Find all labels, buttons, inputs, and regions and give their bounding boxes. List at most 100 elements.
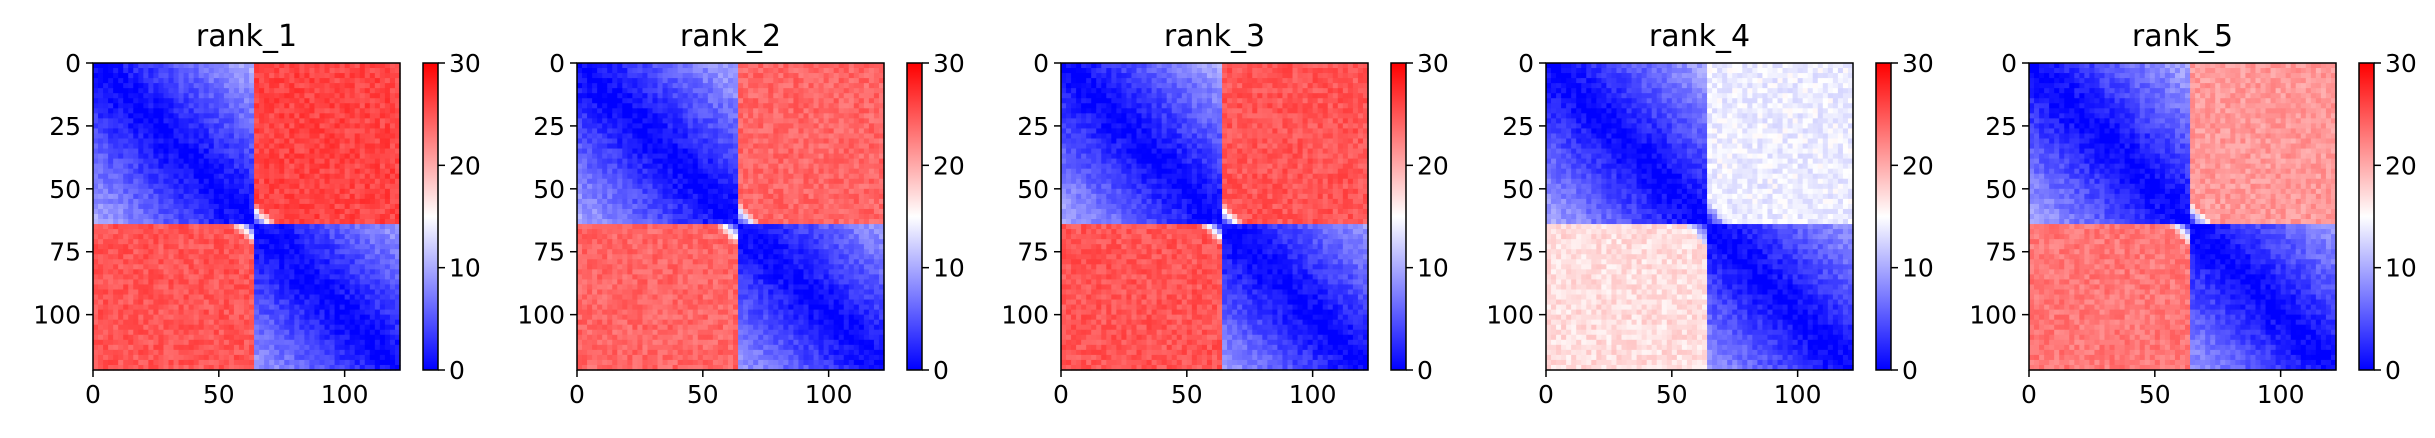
heatmap-cell [360,108,366,114]
heatmap-cell [673,68,679,74]
heatmap-cell [204,249,210,255]
heatmap-cell [103,108,109,114]
heatmap-cell [309,174,315,180]
heatmap-cell [309,244,315,250]
heatmap-cell [335,199,341,205]
heatmap-cell [209,98,215,104]
heatmap-cell [174,184,180,190]
heatmap-cell [380,264,386,270]
heatmap-cell [340,244,346,250]
heatmap-cell [143,284,149,290]
heatmap-cell [874,63,880,69]
heatmap-cell [319,295,325,301]
heatmap-cell [390,284,396,290]
heatmap-cell [118,138,124,144]
heatmap-cell [385,128,391,134]
heatmap-cell [652,63,658,69]
heatmap-cell [355,360,361,366]
heatmap-cell [118,169,124,175]
heatmap-cell [299,138,305,144]
heatmap-cell [138,138,144,144]
heatmap-cell [592,108,598,114]
heatmap-cell [229,204,235,210]
heatmap-cell [294,189,300,195]
heatmap-cell [824,68,830,74]
heatmap-cell [854,149,860,155]
heatmap-cell [743,68,749,74]
heatmap-cell [294,350,300,356]
heatmap-cell [138,189,144,195]
heatmap-cell [693,73,699,79]
heatmap-cell [279,159,285,165]
heatmap-cell [103,174,109,180]
heatmap-cell [204,73,210,79]
heatmap-cell [773,98,779,104]
heatmap-cell [658,128,664,134]
heatmap-cell [234,68,240,74]
heatmap-cell [299,234,305,240]
heatmap-cell [335,325,341,331]
heatmap-cell [199,199,205,205]
heatmap-cell [108,63,114,69]
heatmap-cell [713,154,719,160]
heatmap-cell [390,340,396,346]
heatmap-cell [350,214,356,220]
heatmap-cell [345,93,351,99]
heatmap-cell [254,289,260,295]
heatmap-cell [128,355,134,361]
heatmap-cell [703,164,709,170]
heatmap-cell [385,300,391,306]
heatmap-cell [814,144,820,150]
heatmap-cell [239,164,245,170]
heatmap-cell [269,295,275,301]
heatmap-cell [179,360,185,366]
heatmap-cell [128,335,134,341]
heatmap-cell [168,335,174,341]
heatmap-cell [103,199,109,205]
heatmap-cell [314,259,320,265]
heatmap-cell [314,325,320,331]
heatmap-cell [319,204,325,210]
heatmap-cell [133,204,139,210]
heatmap-cell [350,239,356,245]
heatmap-cell [123,279,129,285]
heatmap-cell [153,289,159,295]
heatmap-cell [234,224,240,230]
heatmap-cell [803,68,809,74]
heatmap-cell [390,68,396,74]
heatmap-cell [153,249,159,255]
heatmap-cell [375,164,381,170]
heatmap-cell [279,305,285,311]
heatmap-cell [803,83,809,89]
heatmap-cell [259,264,265,270]
heatmap-cell [189,345,195,351]
heatmap-cell [652,93,658,99]
heatmap-cell [375,345,381,351]
heatmap-cell [319,340,325,346]
heatmap-cell [577,68,583,74]
heatmap-cell [204,204,210,210]
heatmap-cell [849,73,855,79]
heatmap-cell [204,189,210,195]
heatmap-cell [663,108,669,114]
heatmap-cell [254,179,260,185]
heatmap-cell [229,113,235,119]
heatmap-cell [647,144,653,150]
heatmap-cell [264,295,270,301]
heatmap-cell [738,154,744,160]
heatmap-cell [289,174,295,180]
heatmap-cell [335,63,341,69]
heatmap-cell [632,123,638,129]
heatmap-cell [385,154,391,160]
heatmap-cell [849,123,855,129]
heatmap-cell [304,284,310,290]
heatmap-cell [778,123,784,129]
heatmap-cell [284,350,290,356]
heatmap-cell [128,174,134,180]
heatmap-cell [163,128,169,134]
heatmap-cell [98,93,104,99]
heatmap-cell [314,310,320,316]
heatmap-cell [133,269,139,275]
heatmap-cell [184,244,190,250]
heatmap-cell [103,340,109,346]
